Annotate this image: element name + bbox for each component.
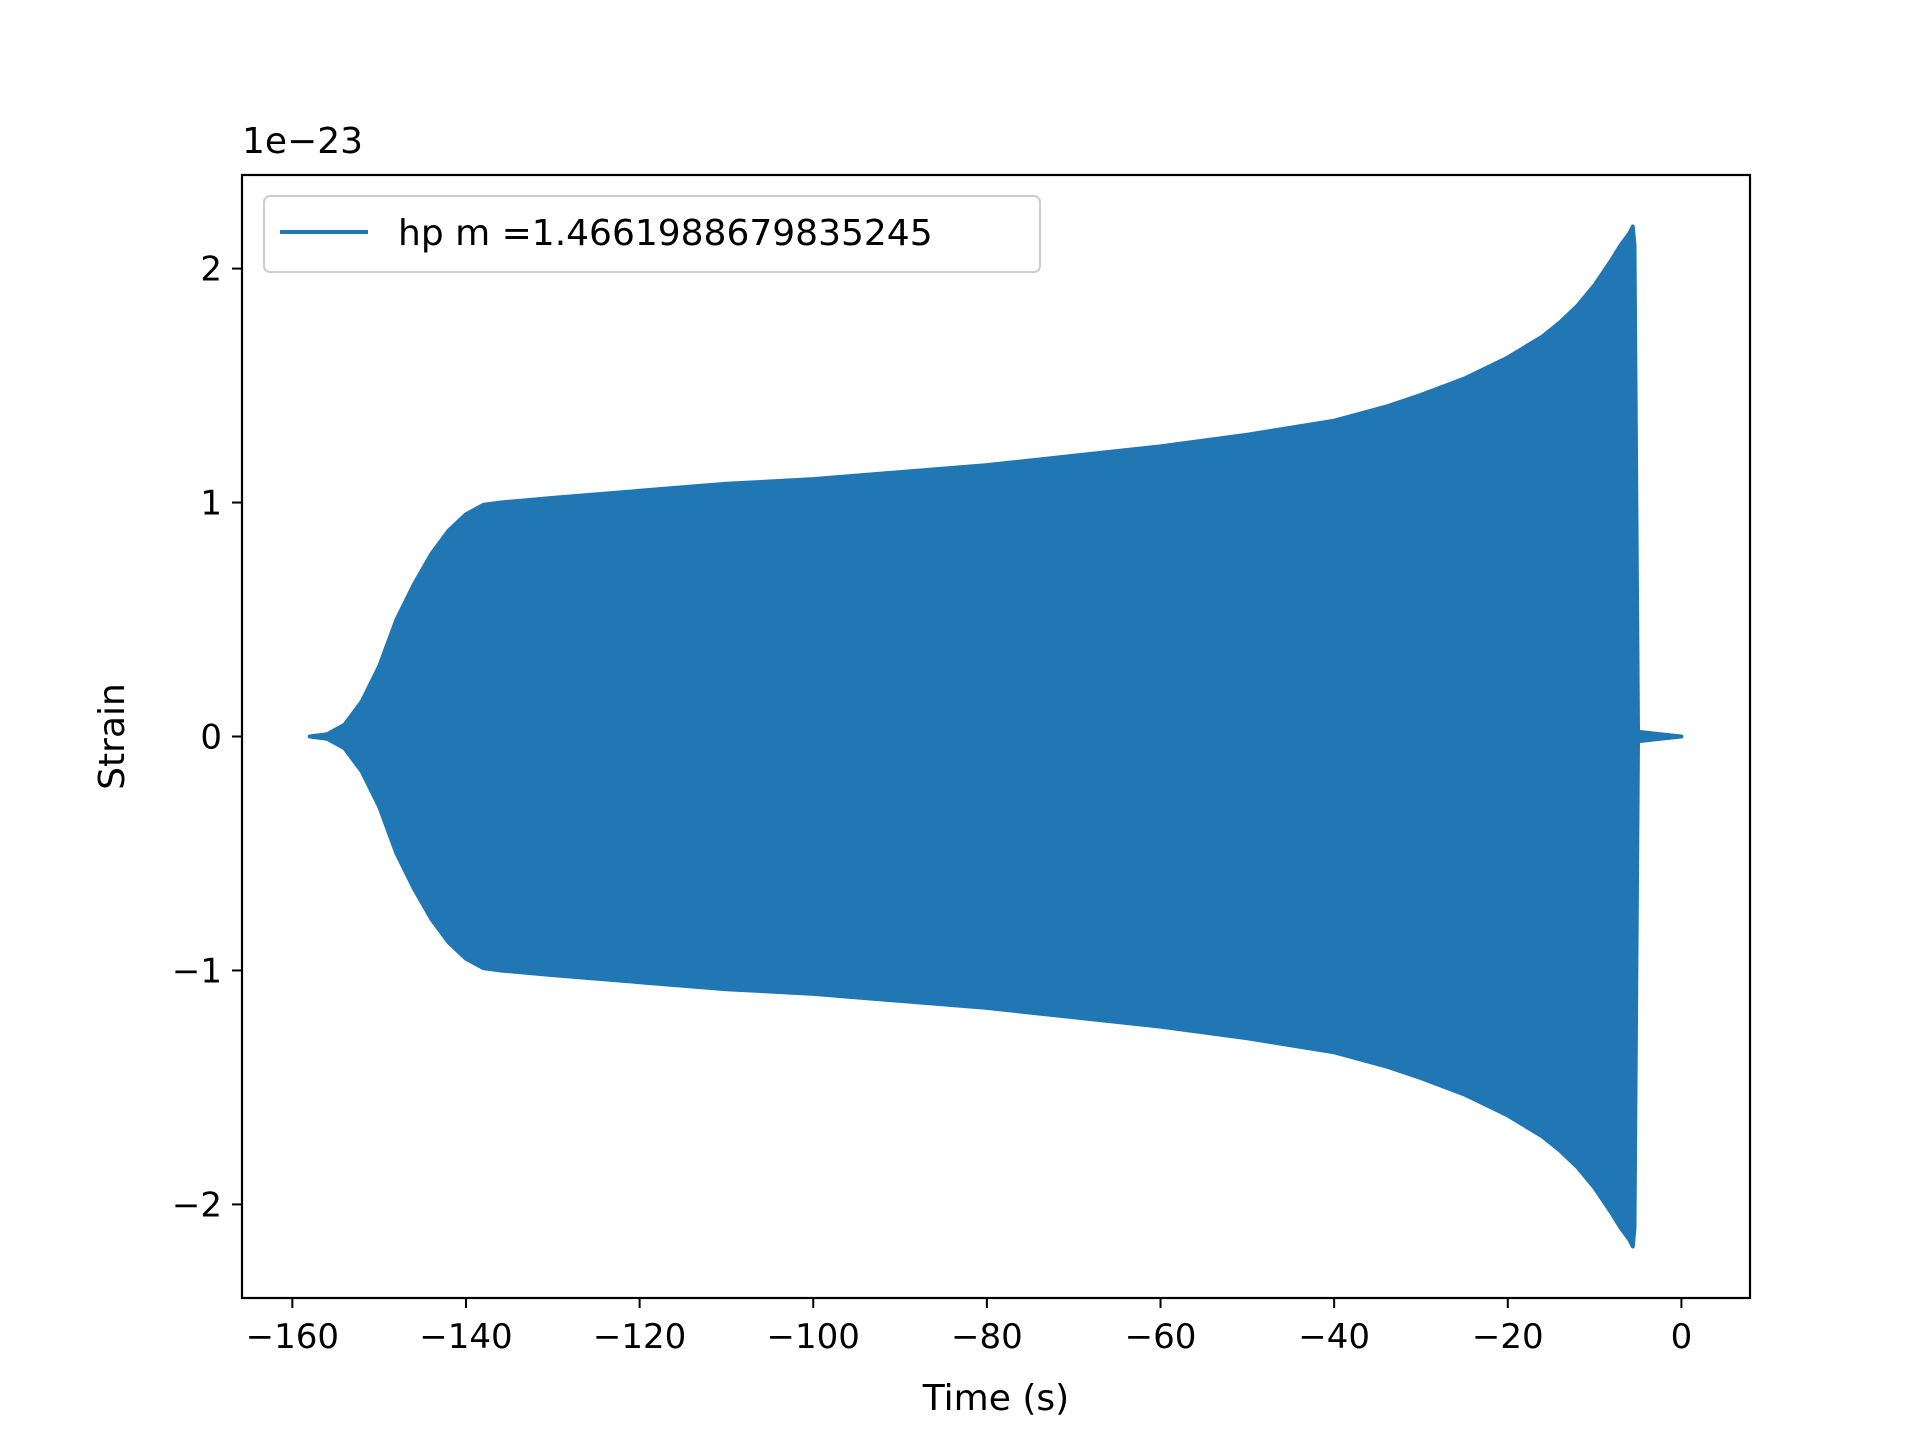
x-tick-label: −80: [951, 1317, 1023, 1357]
y-tick-label: 1: [200, 484, 222, 524]
x-tick-label: −140: [419, 1317, 512, 1357]
series-waveform-0: [307, 224, 1684, 1249]
x-tick-label: −40: [1298, 1317, 1370, 1357]
y-axis-ticks: −2 −1 0 1 2: [172, 250, 242, 1225]
y-tick-label: −2: [172, 1185, 222, 1225]
y-tick-label: 2: [200, 250, 222, 290]
x-tick-label: −100: [767, 1317, 860, 1357]
y-axis-offset-label: 1e−23: [242, 121, 363, 162]
x-tick-label: −60: [1125, 1317, 1197, 1357]
plot-area: [307, 224, 1684, 1249]
legend-label: hp m =1.4661988679835245: [398, 213, 933, 254]
x-tick-label: −120: [593, 1317, 686, 1357]
y-tick-label: −1: [172, 951, 222, 991]
y-axis-label: Strain: [92, 683, 133, 790]
y-tick-label: 0: [200, 718, 222, 758]
x-axis-ticks: −160 −140 −120 −100 −80 −60 −40 −20 0: [246, 1298, 1693, 1357]
legend-box: [263, 195, 1041, 273]
x-tick-label: −20: [1472, 1317, 1544, 1357]
x-tick-label: −160: [246, 1317, 339, 1357]
legend: hp m =1.4661988679835245: [263, 195, 1041, 273]
x-tick-label: 0: [1671, 1317, 1693, 1357]
x-axis-label: Time (s): [922, 1378, 1069, 1419]
